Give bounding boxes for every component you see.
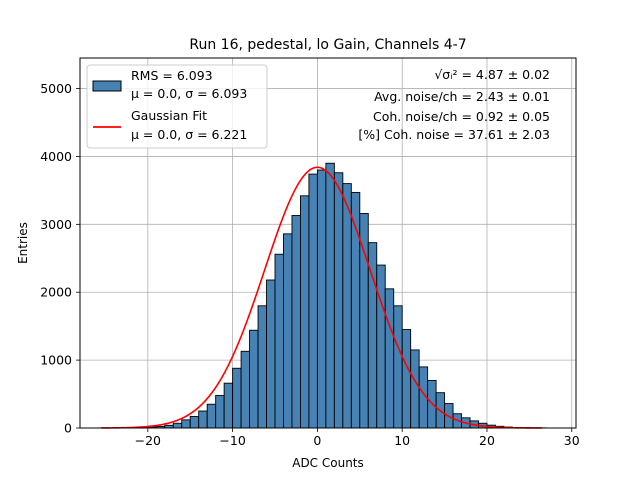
x-tick-label: 30 — [564, 433, 580, 448]
histogram-bar — [308, 173, 318, 429]
legend-label-fit-params: μ = 0.0, σ = 6.221 — [131, 127, 247, 142]
y-tick-label: 1000 — [40, 353, 72, 368]
x-axis-label: ADC Counts — [292, 456, 364, 470]
annotation-avg-noise-value: = 2.43 ± 0.01 — [461, 89, 550, 104]
axis-ticks: −20 −10 0 10 20 30 0 1000 2000 3000 4000 5000 — [40, 81, 580, 448]
x-tick-label: −20 — [135, 433, 161, 448]
annotation-avg-noise: Avg. noise/ch = 2.43 ± 0.01 — [374, 89, 550, 104]
annotation-coh-noise: Coh. noise/ch = 0.92 ± 0.05 — [373, 109, 550, 124]
histogram-bar — [181, 419, 191, 429]
histogram-bar — [359, 213, 369, 429]
histogram-bar — [172, 422, 183, 429]
histogram-bar — [266, 279, 276, 429]
histogram-bar — [240, 350, 251, 429]
histogram-bar — [299, 195, 310, 429]
histogram-bar — [325, 162, 335, 429]
chart-title: Run 16, pedestal, lo Gain, Channels 4-7 — [189, 37, 466, 53]
histogram-bar — [249, 329, 259, 429]
histogram-bar — [274, 253, 284, 429]
histogram-bar — [257, 305, 267, 429]
y-tick-label: 5000 — [40, 81, 72, 96]
x-tick-label: 20 — [479, 433, 495, 448]
histogram-bar — [316, 169, 327, 429]
legend-label-hist-params: μ = 0.0, σ = 6.093 — [131, 86, 247, 101]
y-tick-label: 4000 — [40, 149, 72, 164]
annotation-total-noise: √σᵢ² = 4.87 ± 0.02 — [434, 67, 550, 82]
histogram-bar — [283, 233, 293, 429]
legend-frame — [86, 64, 268, 149]
legend-label-gaussian: Gaussian Fit — [131, 108, 207, 123]
legend: RMS = 6.093 μ = 0.0, σ = 6.093 Gaussian … — [86, 64, 268, 149]
histogram-bar — [342, 183, 352, 429]
annotation-coh-noise-percent-value: = 37.61 ± 2.03 — [454, 127, 550, 142]
fit-group — [101, 166, 543, 429]
y-tick-label: 3000 — [40, 217, 72, 232]
annotation-coh-noise-label: Coh. noise/ch — [373, 109, 458, 124]
histogram-bar — [189, 416, 200, 429]
histogram-bar — [223, 382, 234, 429]
histogram-bar — [393, 305, 403, 429]
histogram-bar — [232, 367, 242, 429]
histogram-bar — [333, 172, 344, 429]
histogram-bar — [376, 264, 386, 429]
y-axis-label: Entries — [16, 222, 30, 264]
x-tick-label: 0 — [313, 433, 321, 448]
annotation-coh-noise-value: = 0.92 ± 0.05 — [461, 109, 550, 124]
histogram-bar — [206, 403, 217, 429]
y-tick-label: 2000 — [40, 285, 72, 300]
annotations: √σᵢ² = 4.87 ± 0.02 Avg. noise/ch = 2.43 … — [358, 67, 550, 142]
legend-label-rms: RMS = 6.093 — [131, 68, 213, 83]
x-tick-label: −10 — [219, 433, 245, 448]
histogram-bar — [215, 394, 225, 429]
histogram-bar — [401, 329, 412, 429]
y-tick-label: 0 — [64, 421, 72, 436]
histogram-bar — [198, 410, 208, 429]
annotation-coh-noise-percent-label: [%] Coh. noise — [358, 127, 449, 142]
axes-frame — [79, 57, 577, 429]
legend-patch-histogram — [92, 80, 122, 92]
histogram-bar — [410, 349, 420, 429]
annotation-coh-noise-percent: [%] Coh. noise = 37.61 ± 2.03 — [358, 127, 550, 142]
histogram-bar — [384, 288, 395, 429]
gaussian-fit-line — [101, 166, 543, 429]
histogram-bar — [291, 215, 301, 429]
x-tick-label: 10 — [394, 433, 410, 448]
annotation-avg-noise-label: Avg. noise/ch — [374, 89, 457, 104]
annotation-total-noise-value: = 4.87 ± 0.02 — [461, 67, 550, 82]
annotation-total-noise-label: √σᵢ² — [434, 67, 457, 82]
